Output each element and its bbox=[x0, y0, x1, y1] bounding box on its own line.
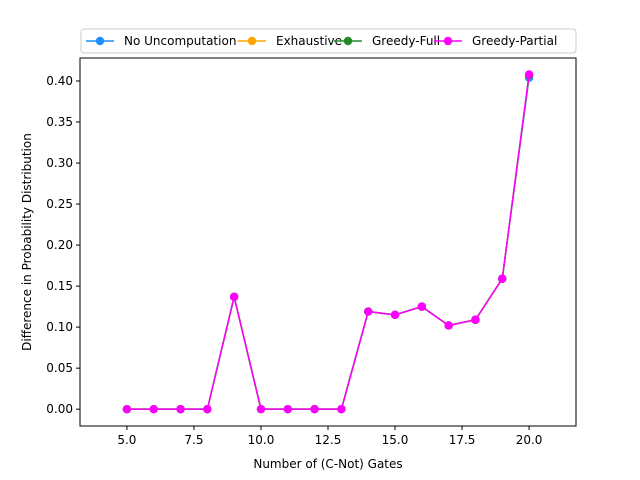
y-axis: 0.00 0.05 0.10 0.15 0.20 0.25 0.30 0.35 0.40 bbox=[46, 74, 80, 416]
series-line-3 bbox=[126, 74, 530, 410]
y-tick-label: 0.30 bbox=[46, 156, 73, 170]
y-tick-label: 0.40 bbox=[46, 74, 73, 88]
legend-marker bbox=[343, 36, 353, 46]
x-tick-label: 12.5 bbox=[315, 433, 342, 447]
data-point-3 bbox=[256, 404, 266, 414]
x-tick-label: 7.5 bbox=[184, 433, 203, 447]
data-point-3 bbox=[203, 404, 212, 414]
data-point-3 bbox=[417, 302, 427, 311]
data-point-3 bbox=[149, 404, 158, 414]
data-point-3 bbox=[364, 307, 373, 316]
x-tick-label: 15.0 bbox=[382, 433, 409, 447]
y-tick-label: 0.00 bbox=[46, 402, 73, 416]
data-point-3 bbox=[524, 70, 534, 79]
data-point-3 bbox=[390, 310, 400, 320]
y-tick-label: 0.35 bbox=[46, 115, 73, 129]
x-axis: 5.0 7.5 10.0 12.5 15.0 17.5 20.0 bbox=[117, 426, 542, 447]
data-point-3 bbox=[498, 274, 507, 283]
x-axis-label: Number of (C-Not) Gates bbox=[253, 457, 402, 471]
legend-marker bbox=[247, 36, 257, 46]
x-tick-label: 5.0 bbox=[117, 433, 136, 447]
x-tick-label: 17.5 bbox=[449, 433, 476, 447]
legend-label: Greedy-Partial bbox=[472, 34, 557, 48]
data-point-3 bbox=[283, 404, 292, 414]
data-point-3 bbox=[337, 404, 346, 414]
y-tick-label: 0.20 bbox=[46, 238, 73, 252]
legend-label: Exhaustive bbox=[276, 34, 342, 48]
data-point-3 bbox=[471, 315, 480, 324]
data-point-3 bbox=[444, 321, 453, 330]
y-tick-label: 0.15 bbox=[46, 279, 73, 293]
legend-marker bbox=[95, 36, 105, 46]
data-point-3 bbox=[229, 292, 239, 301]
y-tick-label: 0.25 bbox=[46, 197, 73, 211]
data-point-3 bbox=[310, 404, 319, 414]
legend-label: No Uncomputation bbox=[124, 34, 236, 48]
legend-box bbox=[80, 28, 577, 54]
y-axis-label: Difference in Probability Distribution bbox=[20, 133, 34, 351]
legend-marker bbox=[443, 36, 453, 46]
x-tick-label: 20.0 bbox=[516, 433, 543, 447]
legend-label: Greedy-Full bbox=[372, 34, 440, 48]
data-point-3 bbox=[122, 404, 132, 414]
y-tick-label: 0.05 bbox=[46, 361, 73, 375]
legend: No Uncomputation Exhaustive Greedy-Full Gre… bbox=[80, 28, 577, 54]
x-tick-label: 10.0 bbox=[248, 433, 275, 447]
data-point-3 bbox=[176, 404, 185, 414]
y-tick-label: 0.10 bbox=[46, 320, 73, 334]
plot-area bbox=[122, 70, 534, 414]
